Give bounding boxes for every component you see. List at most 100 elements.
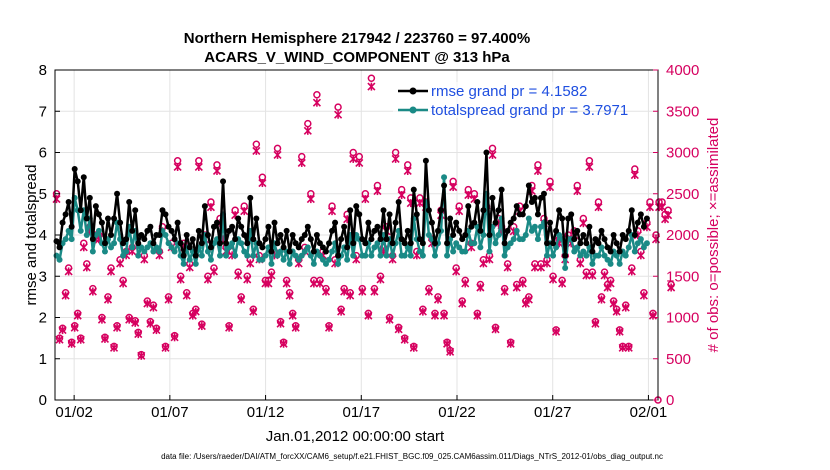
series-1-point-121 xyxy=(419,252,426,259)
series-0-point-176 xyxy=(586,223,593,230)
obs-possible-point-73 xyxy=(273,144,282,153)
series-1-point-194 xyxy=(640,244,647,251)
series-0-point-177 xyxy=(589,248,596,255)
obs-assimilated-point-136 xyxy=(464,191,473,200)
series-1-point-111 xyxy=(389,252,396,259)
obs-assimilated-point-105 xyxy=(370,287,379,296)
series-1-point-181 xyxy=(601,252,608,259)
series-0-point-2 xyxy=(59,219,66,226)
obs-assimilated-point-101 xyxy=(358,287,367,296)
series-1-point-68 xyxy=(259,256,266,263)
series-0-point-59 xyxy=(232,236,239,243)
series-0-point-50 xyxy=(204,232,211,238)
series-1-point-115 xyxy=(401,252,408,259)
series-0-point-10 xyxy=(83,215,90,222)
obs-assimilated-point-61 xyxy=(237,295,246,304)
obs-assimilated-point-131 xyxy=(449,182,458,192)
series-0-point-13 xyxy=(92,203,99,210)
obs-assimilated-point-65 xyxy=(249,307,258,316)
series-1-point-164 xyxy=(550,252,557,259)
y-right-tick-label-8: 4000 xyxy=(666,62,699,79)
obs-assimilated-point-194 xyxy=(639,291,648,300)
series-0-point-124 xyxy=(428,219,435,226)
series-0-point-147 xyxy=(498,186,505,193)
obs-assimilated-point-183 xyxy=(606,279,615,288)
series-0-point-98 xyxy=(350,240,357,247)
series-1-point-51 xyxy=(207,256,214,263)
obs-possible-point-47 xyxy=(195,157,203,165)
series-0-point-68 xyxy=(259,244,266,251)
series-0-point-137 xyxy=(468,223,475,230)
obs-assimilated-point-87 xyxy=(315,279,324,288)
series-0-point-136 xyxy=(465,203,472,210)
obs-assimilated-point-77 xyxy=(285,291,294,300)
series-0-point-140 xyxy=(477,227,484,234)
series-1-point-23 xyxy=(123,248,130,255)
series-0-point-133 xyxy=(456,227,463,234)
series-0-point-100 xyxy=(356,211,363,218)
obs-assimilated-point-150 xyxy=(506,339,515,348)
series-0-point-34 xyxy=(156,232,163,238)
obs-assimilated-point-26 xyxy=(131,318,140,327)
series-0-point-6 xyxy=(71,166,78,172)
series-0-point-95 xyxy=(341,223,348,230)
obs-assimilated-point-93 xyxy=(334,110,343,119)
obs-possible-point-93 xyxy=(334,103,342,111)
series-0-point-8 xyxy=(77,207,84,214)
obs-assimilated-point-159 xyxy=(533,166,542,176)
series-1-point-195 xyxy=(643,240,650,247)
series-1-point-156 xyxy=(525,215,532,222)
x-tick-label-3: 01/17 xyxy=(343,404,381,421)
obs-assimilated-point-100 xyxy=(355,158,364,168)
series-0-point-20 xyxy=(114,190,121,197)
obs-assimilated-point-158 xyxy=(530,263,539,272)
series-0-point-106 xyxy=(374,223,381,230)
series-0-point-32 xyxy=(150,240,157,247)
series-0-point-96 xyxy=(344,244,351,251)
series-1-point-80 xyxy=(295,256,302,263)
series-0-point-151 xyxy=(510,215,517,222)
series-0-point-12 xyxy=(89,236,96,243)
obs-assimilated-point-107 xyxy=(376,275,385,284)
series-1-point-151 xyxy=(510,236,517,243)
series-0-point-38 xyxy=(168,227,175,234)
series-1-point-12 xyxy=(89,248,96,255)
series-1-point-10 xyxy=(83,232,90,238)
series-1-point-157 xyxy=(528,227,535,234)
series-1-point-174 xyxy=(580,248,587,255)
obs-assimilated-point-62 xyxy=(240,207,249,216)
series-1-point-73 xyxy=(274,252,281,259)
series-1-point-138 xyxy=(471,240,478,247)
series-1-point-105 xyxy=(371,244,378,251)
series-1-point-84 xyxy=(307,252,314,259)
series-0-point-150 xyxy=(507,219,514,226)
series-0-point-70 xyxy=(265,223,272,230)
series-1-point-93 xyxy=(335,260,342,267)
series-1-point-128 xyxy=(441,174,448,181)
obs-assimilated-point-29 xyxy=(140,255,149,264)
series-1-point-85 xyxy=(310,260,317,267)
series-1-point-91 xyxy=(329,248,336,255)
series-0-point-108 xyxy=(380,207,387,214)
series-0-point-152 xyxy=(513,203,520,210)
series-1-point-79 xyxy=(292,252,299,259)
series-1-point-98 xyxy=(350,252,357,259)
series-0-point-161 xyxy=(540,190,547,197)
series-0-point-169 xyxy=(565,215,572,222)
series-1-point-34 xyxy=(156,248,163,255)
obs-assimilated-point-164 xyxy=(548,275,558,284)
series-0-point-26 xyxy=(132,207,139,214)
obs-assimilated-point-188 xyxy=(621,303,630,312)
obs-assimilated-point-141 xyxy=(479,259,488,268)
series-1-point-61 xyxy=(238,240,245,247)
obs-assimilated-point-84 xyxy=(306,195,315,204)
obs-assimilated-point-20 xyxy=(113,323,122,332)
series-0-point-18 xyxy=(108,232,115,238)
obs-possible-point-104 xyxy=(367,74,376,82)
series-0-point-39 xyxy=(171,236,178,243)
series-0-point-121 xyxy=(419,240,426,247)
obs-assimilated-point-129 xyxy=(443,339,452,348)
obs-assimilated-point-163 xyxy=(545,182,555,192)
legend-rmse-label: rmse grand pr = 4.1582 xyxy=(431,83,587,100)
